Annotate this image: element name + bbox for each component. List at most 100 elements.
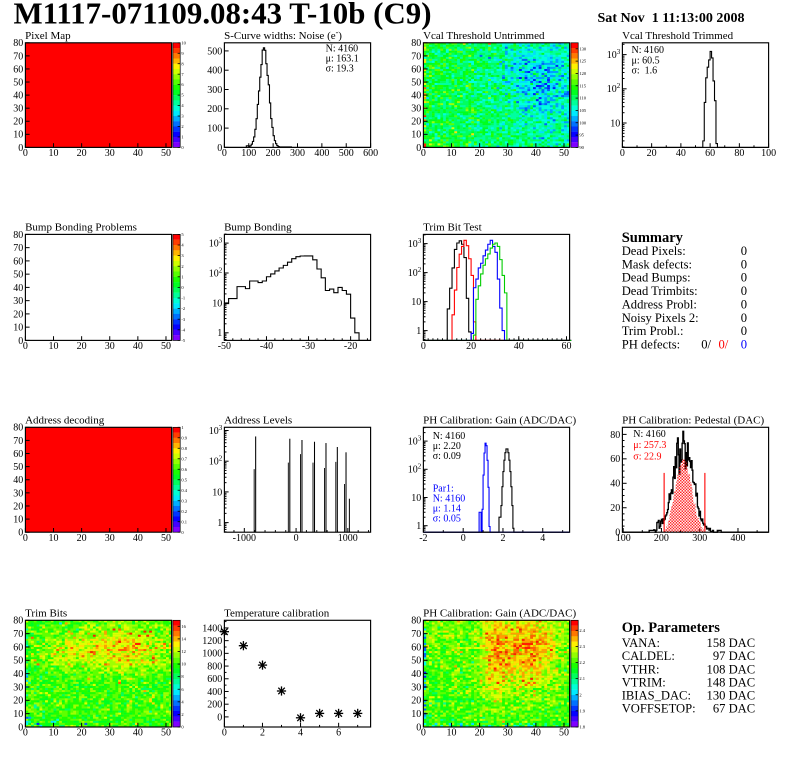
svg-text:60: 60 bbox=[411, 642, 421, 653]
svg-text:40: 40 bbox=[610, 479, 620, 490]
svg-text:Par1:: Par1: bbox=[433, 484, 454, 495]
svg-text:Noisy Pixels 2:: Noisy Pixels 2: bbox=[622, 311, 699, 325]
svg-text:20: 20 bbox=[475, 148, 485, 159]
svg-text:VTRIM:: VTRIM: bbox=[622, 675, 666, 689]
svg-text:50: 50 bbox=[13, 462, 23, 473]
svg-text:N: 4160: N: 4160 bbox=[433, 431, 466, 442]
svg-text:40: 40 bbox=[133, 728, 143, 739]
svg-text:60: 60 bbox=[610, 454, 620, 465]
svg-text:20: 20 bbox=[13, 309, 23, 320]
svg-text:30: 30 bbox=[411, 682, 421, 693]
svg-text:100: 100 bbox=[616, 533, 631, 544]
svg-text:20: 20 bbox=[77, 728, 87, 739]
svg-text:0: 0 bbox=[181, 145, 184, 150]
svg-text:0: 0 bbox=[416, 143, 421, 154]
svg-text:70: 70 bbox=[13, 51, 23, 62]
svg-text:67 DAC: 67 DAC bbox=[713, 701, 755, 715]
svg-text:30: 30 bbox=[105, 533, 115, 544]
svg-text:4: 4 bbox=[181, 699, 184, 704]
svg-text:-40: -40 bbox=[260, 341, 273, 352]
svg-text:60: 60 bbox=[13, 449, 23, 460]
svg-text:Vcal Threshold Trimmed: Vcal Threshold Trimmed bbox=[622, 30, 734, 42]
svg-text:Sat Nov 1 11:13:00 2008: Sat Nov 1 11:13:00 2008 bbox=[598, 10, 745, 25]
svg-text:μ: 60.5: μ: 60.5 bbox=[632, 55, 660, 66]
svg-text:16: 16 bbox=[181, 624, 186, 629]
svg-text:40: 40 bbox=[133, 148, 143, 159]
svg-text:2: 2 bbox=[260, 728, 265, 739]
svg-text:Dead Pixels:: Dead Pixels: bbox=[622, 244, 686, 258]
svg-text:20: 20 bbox=[647, 148, 657, 159]
svg-text:0: 0 bbox=[615, 528, 620, 539]
svg-text:97 DAC: 97 DAC bbox=[713, 649, 755, 663]
svg-text:CALDEL:: CALDEL: bbox=[622, 649, 675, 663]
svg-text:-30: -30 bbox=[302, 341, 315, 352]
svg-text:80: 80 bbox=[734, 148, 744, 159]
svg-text:σ: 0.09: σ: 0.09 bbox=[433, 451, 461, 462]
svg-text:Trim Bits: Trim Bits bbox=[25, 608, 67, 620]
svg-text:N: 4160: N: 4160 bbox=[632, 45, 665, 56]
svg-text:PH Calibration: Gain (ADC/DAC): PH Calibration: Gain (ADC/DAC) bbox=[423, 415, 576, 427]
svg-text:0: 0 bbox=[18, 143, 23, 154]
svg-text:2: 2 bbox=[181, 264, 183, 269]
svg-text:-5: -5 bbox=[181, 338, 185, 343]
svg-text:Vcal Threshold Untrimmed: Vcal Threshold Untrimmed bbox=[423, 30, 545, 42]
svg-text:80: 80 bbox=[13, 38, 23, 49]
svg-text:12: 12 bbox=[181, 649, 186, 654]
svg-text:30: 30 bbox=[105, 728, 115, 739]
svg-text:80: 80 bbox=[13, 616, 23, 627]
svg-text:108 DAC: 108 DAC bbox=[707, 662, 756, 676]
svg-text:50: 50 bbox=[411, 656, 421, 667]
svg-text:0: 0 bbox=[222, 728, 227, 739]
svg-text:50: 50 bbox=[13, 77, 23, 88]
svg-text:9: 9 bbox=[181, 51, 184, 56]
svg-text:50: 50 bbox=[559, 728, 569, 739]
svg-text:200: 200 bbox=[654, 533, 669, 544]
svg-text:40: 40 bbox=[13, 91, 23, 102]
svg-text:1.9: 1.9 bbox=[579, 709, 585, 714]
svg-text:100: 100 bbox=[207, 124, 222, 135]
svg-text:80: 80 bbox=[13, 230, 23, 241]
svg-text:600: 600 bbox=[363, 148, 378, 159]
svg-text:Trim Bit Test: Trim Bit Test bbox=[423, 222, 482, 234]
svg-text:0: 0 bbox=[741, 244, 747, 258]
svg-text:10: 10 bbox=[447, 148, 457, 159]
svg-text:2.1: 2.1 bbox=[579, 676, 585, 681]
svg-text:120: 120 bbox=[579, 71, 587, 76]
svg-text:-4: -4 bbox=[181, 327, 185, 332]
svg-text:0: 0 bbox=[416, 722, 421, 733]
svg-text:10: 10 bbox=[13, 709, 23, 720]
svg-text:5: 5 bbox=[181, 93, 184, 98]
svg-text:0: 0 bbox=[217, 143, 222, 154]
svg-text:50: 50 bbox=[161, 148, 171, 159]
svg-text:30: 30 bbox=[503, 148, 513, 159]
svg-text:Mask defects:: Mask defects: bbox=[622, 257, 692, 271]
svg-text:4: 4 bbox=[181, 103, 184, 108]
svg-text:6: 6 bbox=[181, 82, 184, 87]
svg-text:N: 4160: N: 4160 bbox=[326, 44, 359, 55]
svg-text:0: 0 bbox=[181, 725, 184, 730]
svg-text:0: 0 bbox=[421, 341, 426, 352]
svg-text:70: 70 bbox=[411, 51, 421, 62]
svg-text:0: 0 bbox=[741, 324, 747, 338]
svg-text:1400: 1400 bbox=[202, 623, 222, 634]
svg-text:10: 10 bbox=[447, 728, 457, 739]
svg-text:10: 10 bbox=[411, 130, 421, 141]
svg-text:PH Calibration: Gain (ADC/DAC): PH Calibration: Gain (ADC/DAC) bbox=[423, 608, 576, 620]
svg-text:10: 10 bbox=[411, 297, 421, 308]
svg-text:2.3: 2.3 bbox=[579, 644, 585, 649]
svg-text:Dead Trimbits:: Dead Trimbits: bbox=[622, 284, 698, 298]
svg-text:0: 0 bbox=[461, 533, 466, 544]
svg-text:PH Calibration: Pedestal (DAC): PH Calibration: Pedestal (DAC) bbox=[622, 415, 764, 427]
svg-text:Trim Probl.:: Trim Probl.: bbox=[622, 324, 684, 338]
svg-text:50: 50 bbox=[411, 77, 421, 88]
svg-text:20: 20 bbox=[77, 148, 87, 159]
svg-text:4: 4 bbox=[181, 243, 184, 248]
svg-text:60: 60 bbox=[13, 642, 23, 653]
svg-text:0.8: 0.8 bbox=[181, 446, 187, 451]
svg-text:10: 10 bbox=[13, 515, 23, 526]
svg-text:70: 70 bbox=[411, 629, 421, 640]
svg-text:σ: 22.9: σ: 22.9 bbox=[633, 451, 661, 462]
svg-text:100: 100 bbox=[761, 148, 776, 159]
svg-text:125: 125 bbox=[579, 59, 587, 64]
svg-text:50: 50 bbox=[13, 656, 23, 667]
